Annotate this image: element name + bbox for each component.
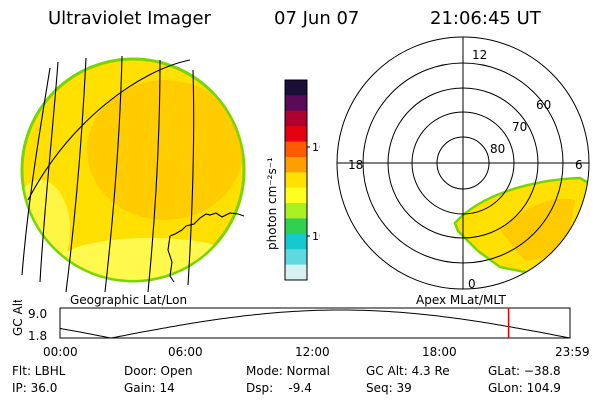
date-label: 07 Jun 07 [274,8,360,29]
meridian-line [104,55,123,293]
colorbar-segment [285,110,307,127]
colorbar-segment [285,172,307,189]
orbit-plot-frame [59,307,571,339]
colorbar-segment [285,264,307,281]
meridian-line [65,57,87,293]
orbit-altitude-plot: GC Alt 9.0 1.8 00:00 06:00 12:00 18:00 2… [11,300,590,359]
mlat-label-60: 60 [536,98,551,112]
orbit-ylabel: GC Alt [11,300,25,336]
meridian-line [187,69,195,286]
colorbar-segment [285,218,307,235]
meridian-line [21,67,51,276]
colorbar: photon cm⁻²s⁻¹ 100 10 [265,79,320,281]
polar-grid [336,36,590,290]
orbit-xtick: 00:00 [43,345,78,359]
orbit-ytick-top: 9.0 [28,307,47,321]
uv-bright-region [87,80,243,220]
status-gc-alt: GC Alt: 4.3 Re [366,364,450,378]
mlat-label-80: 80 [490,142,505,156]
colorbar-segment [285,95,307,112]
polar-panel-label: Apex MLat/MLT [416,293,506,307]
status-ip: IP: 36.0 [12,381,58,395]
orbit-altitude-curve [59,309,571,339]
coastline [167,235,175,283]
latitude-line [27,59,191,201]
orbit-xtick: 18:00 [422,345,457,359]
orbit-xtick: 23:59 [555,345,590,359]
mlt-label-12: 12 [472,48,487,62]
status-glat: GLat: −38.8 [488,364,561,378]
colorbar-segment [285,187,307,204]
colorbar-segment [285,156,307,173]
instrument-title: Ultraviolet Imager [48,8,211,29]
status-seq: Seq: 39 [366,381,412,395]
geographic-grid [21,55,245,293]
colorbar-segment [285,203,307,219]
colorbar-frame [284,79,308,281]
colorbar-tick-10: 10 [312,230,320,243]
geographic-image-panel [20,55,246,293]
status-filter: Flt: LBHL [12,364,66,378]
colorbar-segment [285,141,307,158]
status-dsp: Dsp: -9.4 [246,381,312,395]
polar-plot-panel: 12 18 6 0 60 70 80 [336,36,590,291]
meridian-line [39,61,59,283]
status-glon: GLon: 104.9 [488,381,561,395]
geographic-panel-label: Geographic Lat/Lon [70,293,188,307]
colorbar-unit-label: photon cm⁻²s⁻¹ [265,157,279,250]
colorbar-tick-100: 100 [312,141,320,154]
colorbar-segment [285,233,307,250]
meridian-line [147,59,161,293]
orbit-xticks: 00:00 06:00 12:00 18:00 23:59 [43,345,590,359]
mlt-label-0: 0 [468,277,476,291]
mlt-label-18: 18 [348,158,363,172]
status-gain: Gain: 14 [124,381,175,395]
status-mode: Mode: Normal [246,364,330,378]
status-door: Door: Open [124,364,193,378]
colorbar-segment [285,126,307,143]
orbit-ytick-bottom: 1.8 [28,329,47,343]
time-label: 21:06:45 UT [430,8,541,29]
orbit-xtick: 06:00 [168,345,203,359]
colorbar-segment [285,249,307,266]
colorbar-strip [285,80,307,281]
coastline [169,212,245,237]
mlat-label-70: 70 [512,120,527,134]
mlt-label-6: 6 [575,158,583,172]
colorbar-segment [285,80,307,96]
orbit-xtick: 12:00 [295,345,330,359]
